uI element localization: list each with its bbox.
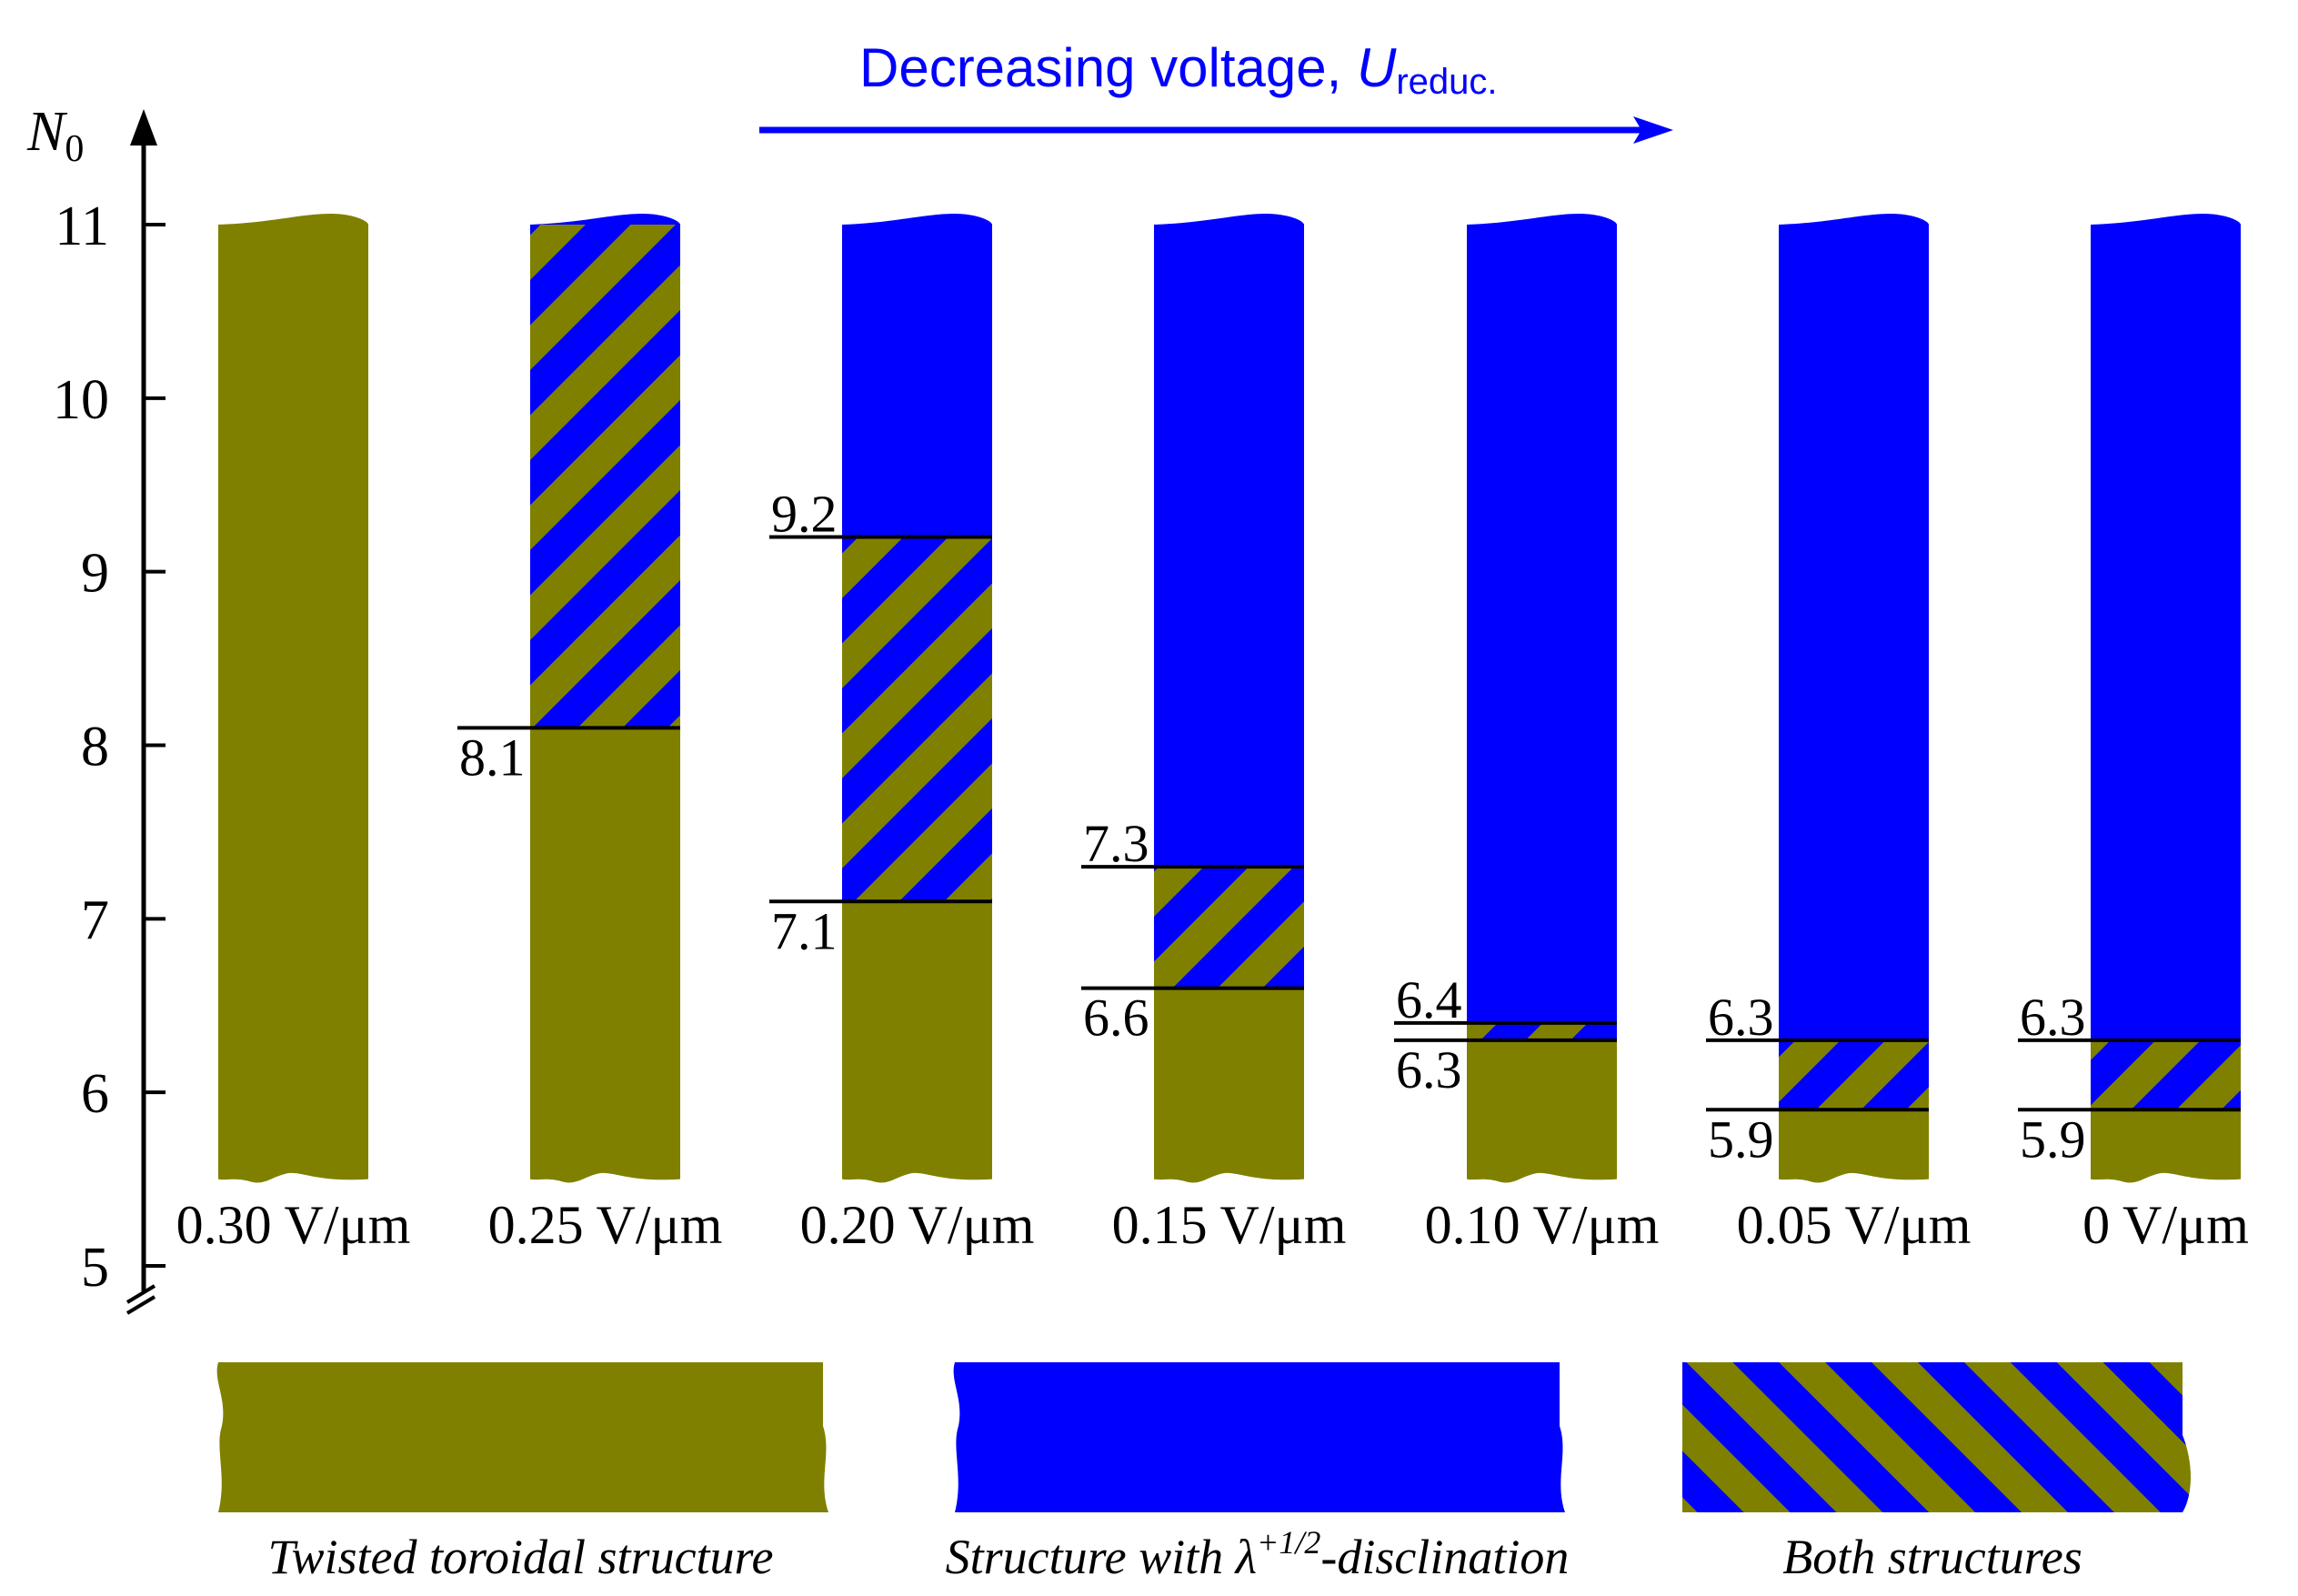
boundary-label-lower: 5.9	[1708, 1109, 1774, 1169]
legend-item-twisted: Twisted toroidal structure	[216, 1362, 828, 1584]
boundary-label-lower: 8.1	[459, 728, 526, 787]
category-label: 0.10 V/μm	[1425, 1195, 1660, 1255]
boundary-label-upper: 6.3	[2020, 988, 2086, 1047]
legend: Twisted toroidal structure Structure with…	[216, 1362, 2191, 1584]
bar-6: 6.3 5.9 0 V/μm	[2018, 214, 2249, 1255]
bar-segment-twisted	[1467, 1039, 1617, 1183]
boundary-label-upper: 6.3	[1708, 988, 1774, 1047]
bar-segment-twisted	[218, 214, 368, 1183]
boundary-label-lower: 6.6	[1083, 989, 1149, 1048]
bar-segment-disclination	[1467, 214, 1617, 1023]
boundary-label-lower: 6.3	[1396, 1040, 1462, 1099]
legend-item-both: Both structures	[1682, 1362, 2191, 1584]
bar-segment-disclination	[2091, 214, 2241, 1040]
bar-segment-twisted	[842, 901, 992, 1183]
legend-label: Twisted toroidal structure	[267, 1530, 773, 1584]
boundary-label-lower: 7.1	[771, 901, 838, 960]
boundary-label-lower: 5.9	[2020, 1109, 2086, 1169]
bar-segment-both	[530, 225, 680, 728]
bar-3: 7.3 6.6 0.15 V/μm	[1081, 214, 1347, 1255]
boundary-label-upper: 7.3	[1083, 814, 1149, 873]
y-tick-label: 11	[55, 196, 109, 257]
bar-segment-both	[1779, 1039, 1929, 1110]
annotation-text: Decreasing voltage, Ureduc.	[859, 37, 1498, 102]
y-axis-label: N0	[26, 101, 84, 170]
bar-segment-disclination	[530, 214, 680, 225]
category-label: 0.15 V/μm	[1112, 1195, 1347, 1255]
y-tick-label: 9	[81, 543, 109, 605]
bar-segment-disclination	[1154, 214, 1304, 868]
bar-segment-twisted	[2091, 1109, 2241, 1183]
y-tick-label: 10	[53, 369, 109, 431]
bar-segment-both	[1154, 867, 1304, 989]
legend-label: Both structures	[1782, 1530, 2082, 1584]
category-label: 0.20 V/μm	[800, 1195, 1035, 1255]
bar-segment-disclination	[1779, 214, 1929, 1040]
bar-segment-twisted	[530, 728, 680, 1183]
bar-segment-both	[1467, 1022, 1617, 1040]
bar-segment-both	[2091, 1039, 2241, 1110]
annotation-arrow-head	[1633, 116, 1673, 144]
legend-swatch	[216, 1362, 828, 1512]
y-tick-label: 8	[81, 717, 109, 778]
boundary-label-upper: 6.4	[1396, 970, 1462, 1029]
legend-label: Structure with λ+1/2-disclination	[946, 1524, 1570, 1584]
category-label: 0.05 V/μm	[1737, 1195, 1972, 1255]
bar-1: 8.1 0.25 V/μm	[457, 214, 723, 1255]
y-axis-arrow	[130, 109, 157, 146]
bar-0: 0.30 V/μm	[176, 214, 411, 1255]
bar-4: 6.4 6.3 0.10 V/μm	[1394, 214, 1660, 1255]
bar-segment-twisted	[1154, 988, 1304, 1183]
voltage-annotation: Decreasing voltage, Ureduc.	[759, 37, 1673, 144]
bar-segment-disclination	[842, 214, 992, 537]
y-tick-label: 7	[81, 889, 109, 951]
boundary-label-upper: 9.2	[771, 485, 838, 544]
y-axis-break-1	[125, 1284, 156, 1304]
legend-swatch	[1682, 1362, 2191, 1512]
y-tick-label: 5	[81, 1237, 109, 1299]
bar-5: 6.3 5.9 0.05 V/μm	[1706, 214, 1972, 1255]
legend-swatch	[953, 1362, 1565, 1512]
legend-item-disclination: Structure with λ+1/2-disclination	[946, 1362, 1570, 1584]
bar-segment-twisted	[1779, 1109, 1929, 1183]
category-label: 0 V/μm	[2082, 1195, 2249, 1255]
y-axis-break-2	[125, 1295, 156, 1315]
bars: 0.30 V/μm 8.1 0.25 V/μm 9.2 7.1 0.20 V/μm 7.3 6…	[176, 214, 2249, 1255]
y-tick-label: 6	[81, 1063, 109, 1125]
bar-segment-both	[842, 537, 992, 902]
category-label: 0.25 V/μm	[488, 1195, 723, 1255]
y-axis: N0 5 6 7 8 9 10 11	[26, 101, 166, 1315]
bar-2: 9.2 7.1 0.20 V/μm	[769, 214, 1035, 1255]
category-label: 0.30 V/μm	[176, 1195, 411, 1255]
